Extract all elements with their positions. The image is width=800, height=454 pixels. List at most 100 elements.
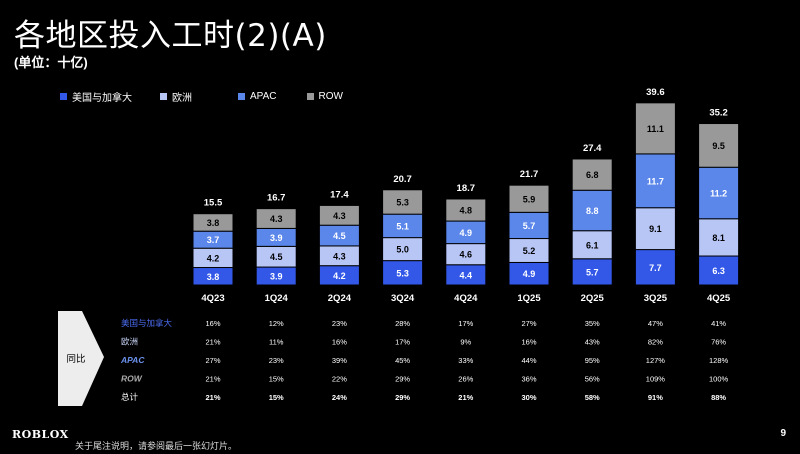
- yoy-cell: 39%: [332, 356, 347, 365]
- segment-label: 4.9: [523, 269, 536, 279]
- yoy-cell: 88%: [711, 393, 726, 402]
- yoy-cell: 58%: [585, 393, 600, 402]
- yoy-cell: 82%: [648, 338, 663, 347]
- unit-subtitle: (单位：十亿): [14, 55, 88, 70]
- bar-segment: [571, 230, 613, 260]
- bar-segment: [508, 211, 550, 240]
- category-label: 2Q24: [328, 293, 352, 304]
- total-label: 27.4: [583, 143, 602, 154]
- legend-swatch-us: [60, 93, 67, 100]
- bar-segment: [634, 102, 676, 155]
- yoy-cell: 109%: [646, 375, 666, 384]
- yoy-cell: 95%: [585, 356, 600, 365]
- segment-label: 4.4: [460, 270, 473, 280]
- yoy-cell: 21%: [205, 393, 220, 402]
- legend-item-us: 美国与加拿大: [60, 89, 132, 104]
- bar-segment: [382, 189, 424, 215]
- yoy-cell: 23%: [269, 356, 284, 365]
- legend-swatch-row: [306, 93, 314, 100]
- segment-label: 5.2: [523, 246, 536, 256]
- segment-label: 4.5: [333, 231, 346, 241]
- yoy-row-name: APAC: [120, 355, 145, 365]
- legend-label-us: 美国与加拿大: [72, 93, 132, 104]
- segment-label: 6.8: [586, 170, 599, 180]
- segment-label: 5.7: [523, 221, 536, 231]
- segment-label: 5.1: [396, 221, 409, 231]
- yoy-cell: 29%: [395, 375, 410, 384]
- segment-label: 4.9: [460, 228, 473, 238]
- category-label: 2Q25: [581, 293, 605, 304]
- segment-label: 11.1: [647, 124, 664, 134]
- segment-label: 11.2: [710, 189, 727, 199]
- yoy-cell: 128%: [709, 356, 729, 365]
- yoy-cell: 27%: [205, 356, 220, 365]
- yoy-cell: 17%: [395, 338, 410, 347]
- bar-segment: [382, 260, 424, 286]
- bar-segment: [192, 213, 234, 232]
- yoy-cell: 29%: [395, 393, 410, 402]
- total-label: 18.7: [457, 183, 476, 194]
- segment-label: 4.3: [270, 214, 283, 224]
- segment-label: 6.1: [586, 240, 599, 250]
- segment-label: 4.6: [460, 250, 473, 260]
- segment-label: 4.3: [333, 251, 346, 261]
- bar-segment: [571, 189, 613, 232]
- segment-label: 3.9: [270, 272, 283, 282]
- total-label: 15.5: [204, 198, 223, 209]
- yoy-cell: 9%: [460, 338, 471, 347]
- legend-label-apac: APAC: [250, 91, 277, 102]
- yoy-cell: 15%: [269, 375, 284, 384]
- segment-label: 11.7: [647, 176, 664, 186]
- total-label: 21.7: [520, 169, 539, 180]
- yoy-cell: 23%: [332, 319, 347, 328]
- yoy-cell: 44%: [521, 356, 536, 365]
- bar-segment: [698, 123, 740, 168]
- bar-segment: [698, 218, 740, 257]
- yoy-cell: 45%: [395, 356, 410, 365]
- segment-label: 3.9: [270, 233, 283, 243]
- page-number: 9: [780, 428, 786, 439]
- total-label: 20.7: [393, 174, 412, 185]
- segment-label: 8.8: [586, 206, 599, 216]
- segment-label: 9.5: [712, 141, 725, 151]
- footnote: 关于尾注说明，请参阅最后一张幻灯片。: [75, 441, 238, 451]
- yoy-cell: 56%: [585, 375, 600, 384]
- segment-label: 6.3: [712, 266, 725, 276]
- yoy-cell: 24%: [332, 393, 347, 402]
- yoy-cell: 16%: [332, 338, 347, 347]
- yoy-cell: 21%: [205, 375, 220, 384]
- segment-label: 3.8: [207, 218, 220, 228]
- category-label: 4Q23: [201, 293, 224, 304]
- yoy-cell: 16%: [521, 338, 536, 347]
- yoy-cell: 27%: [521, 319, 536, 328]
- segment-label: 4.5: [270, 252, 283, 262]
- yoy-cell: 26%: [458, 375, 473, 384]
- total-label: 35.2: [709, 108, 728, 119]
- yoy-row-name: 欧洲: [121, 337, 138, 347]
- category-label: 1Q25: [517, 293, 541, 304]
- yoy-cell: 35%: [585, 319, 600, 328]
- legend-swatch-apac: [238, 93, 245, 100]
- legend-item-apac: APAC: [238, 89, 277, 104]
- bar-segment: [634, 207, 676, 251]
- segment-label: 5.7: [586, 267, 599, 277]
- yoy-label: 同比: [66, 353, 85, 365]
- yoy-cell: 15%: [269, 393, 284, 402]
- yoy-cell: 76%: [711, 338, 726, 347]
- bar-segment: [698, 166, 740, 220]
- bar-segment: [255, 208, 297, 229]
- segment-label: 5.0: [396, 245, 409, 255]
- bar-segment: [445, 198, 487, 222]
- yoy-cell: 47%: [648, 319, 663, 328]
- segment-label: 4.2: [333, 271, 346, 281]
- yoy-cell: 17%: [458, 319, 473, 328]
- yoy-cell: 21%: [458, 393, 473, 402]
- segment-label: 8.1: [712, 233, 725, 243]
- yoy-cell: 16%: [205, 319, 220, 328]
- yoy-cell: 30%: [521, 393, 536, 402]
- yoy-cell: 127%: [646, 356, 666, 365]
- category-label: 4Q24: [454, 293, 478, 304]
- yoy-cell: 21%: [205, 338, 220, 347]
- roblox-logo: ROBLOX: [12, 428, 69, 441]
